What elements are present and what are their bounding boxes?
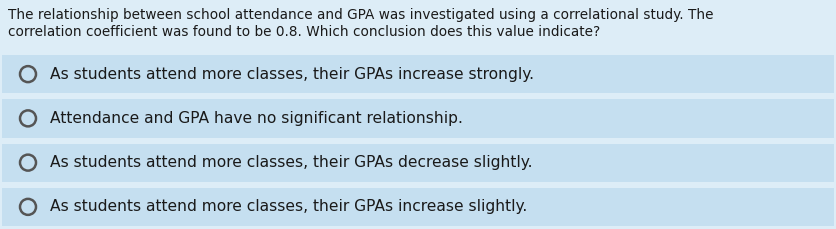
FancyBboxPatch shape (2, 99, 834, 137)
Text: As students attend more classes, their GPAs decrease slightly.: As students attend more classes, their G… (50, 155, 533, 170)
Text: As students attend more classes, their GPAs increase strongly.: As students attend more classes, their G… (50, 67, 534, 82)
FancyBboxPatch shape (2, 188, 834, 226)
Text: The relationship between school attendance and GPA was investigated using a corr: The relationship between school attendan… (8, 8, 713, 22)
FancyBboxPatch shape (2, 144, 834, 182)
Text: Attendance and GPA have no significant relationship.: Attendance and GPA have no significant r… (50, 111, 463, 126)
Text: As students attend more classes, their GPAs increase slightly.: As students attend more classes, their G… (50, 199, 528, 214)
Text: correlation coefficient was found to be 0.8. Which conclusion does this value in: correlation coefficient was found to be … (8, 25, 600, 39)
FancyBboxPatch shape (2, 55, 834, 93)
